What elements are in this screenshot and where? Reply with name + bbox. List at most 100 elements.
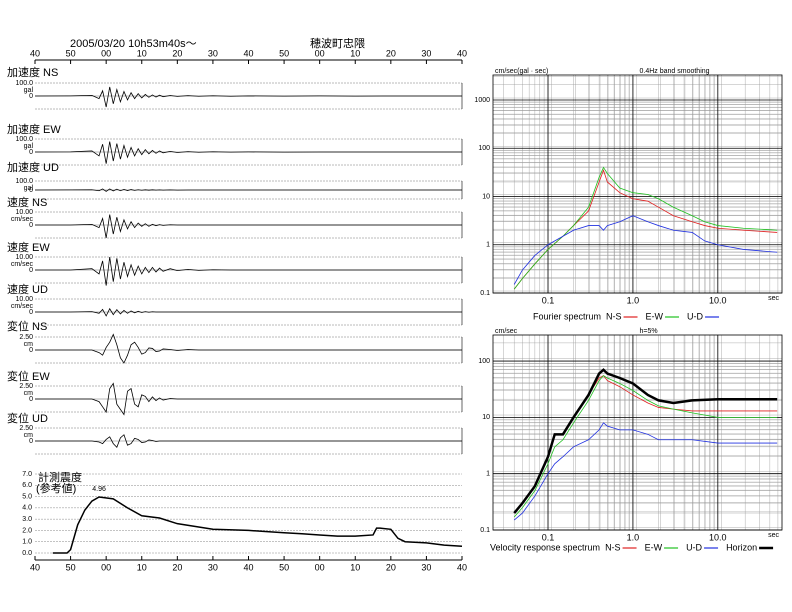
legend-label: N-S — [605, 542, 621, 552]
trace-label: 変位 UD — [7, 411, 48, 425]
y-tick-label: 4.0 — [22, 505, 32, 512]
legend-label: N-S — [606, 311, 622, 321]
y-tick-label: 1 — [486, 242, 490, 249]
x-tick-label: 50 — [66, 48, 76, 58]
x-tick-label: 10 — [137, 562, 147, 572]
x-tick-label: 40 — [457, 562, 467, 572]
y-tick-label: 10 — [482, 193, 490, 200]
y-unit: cm/sec(gal · sec) — [495, 68, 548, 75]
legend-label: U-D — [686, 542, 702, 552]
y-tick-label: 0.0 — [22, 550, 32, 557]
spectrum-line — [513, 166, 778, 290]
trace-label: 加速度 NS — [7, 65, 58, 79]
y-tick-label: 6.0 — [22, 482, 32, 489]
legend-label: E-W — [645, 542, 663, 552]
unit-label: gal — [24, 87, 34, 94]
y-tick-label: 100.0 — [15, 178, 33, 185]
x-unit: sec — [768, 295, 779, 302]
y-tick-label: 0 — [29, 149, 33, 156]
spectrum-line — [513, 368, 778, 514]
unit-label: cm/sec — [11, 216, 34, 223]
unit-label: cm/sec — [11, 303, 34, 310]
chart-note: 0.4Hz band smoothing — [640, 68, 710, 75]
waveform-trace — [35, 214, 462, 239]
x-tick-label: 10.0 — [709, 532, 727, 542]
spectrum-line — [513, 375, 778, 518]
y-tick-label: 0.1 — [480, 527, 490, 534]
legend-label: E-W — [646, 311, 664, 321]
unit-label: cm — [24, 432, 34, 439]
x-tick-label: 40 — [30, 48, 40, 58]
y-tick-label: 2.50 — [19, 383, 33, 390]
x-tick-label: 1.0 — [627, 532, 640, 542]
chart-subtitle: (参考値) — [36, 481, 76, 495]
unit-label: cm — [24, 341, 34, 348]
y-tick-label: 1.0 — [22, 539, 32, 546]
x-tick-label: 20 — [386, 48, 396, 58]
x-tick-label: 00 — [101, 48, 111, 58]
waveform-trace — [35, 382, 462, 416]
unit-label: gal — [24, 185, 34, 192]
x-unit: sec — [768, 532, 779, 539]
x-tick-label: 50 — [66, 562, 76, 572]
spectrum-line — [513, 215, 778, 285]
plot-frame — [492, 334, 783, 531]
trace-label: 変位 EW — [7, 369, 50, 383]
y-tick-label: 100.0 — [15, 80, 33, 87]
y-tick-label: 5.0 — [22, 493, 32, 500]
trace-label: 速度 UD — [7, 282, 48, 296]
y-tick-label: 0 — [29, 93, 33, 100]
y-tick-label: 100.0 — [15, 136, 33, 143]
waveform-trace — [34, 141, 462, 164]
y-tick-label: 3.0 — [22, 516, 32, 523]
y-tick-label: 2.50 — [19, 425, 33, 432]
x-tick-label: 10 — [137, 48, 147, 58]
y-tick-label: 10.00 — [15, 254, 33, 261]
x-tick-label: 30 — [208, 48, 218, 58]
waveform-trace — [35, 307, 462, 317]
x-tick-label: 10 — [350, 562, 360, 572]
unit-label: cm/sec — [11, 261, 34, 268]
y-tick-label: 0 — [29, 347, 33, 354]
record-date: 2005/03/20 10h53m40s〜 — [70, 38, 197, 50]
peak-label: 4.96 — [92, 486, 106, 493]
y-tick-label: 10.00 — [15, 296, 33, 303]
y-tick-label: 1000 — [474, 97, 490, 104]
spectrum-line — [513, 169, 778, 290]
x-tick-label: 40 — [243, 562, 253, 572]
x-tick-label: 40 — [457, 48, 467, 58]
y-tick-label: 2.50 — [19, 334, 33, 341]
y-tick-label: 0 — [29, 309, 33, 316]
y-tick-label: 0.1 — [480, 290, 490, 297]
spectrum-line — [513, 422, 778, 521]
trace-label: 速度 NS — [7, 195, 47, 209]
legend-title: Fourier spectrum — [533, 311, 601, 321]
y-tick-label: 10.00 — [15, 209, 33, 216]
trace-label: 変位 NS — [7, 319, 47, 333]
x-tick-label: 00 — [315, 562, 325, 572]
spectrum-line — [513, 375, 778, 514]
legend-title: Velocity response spectrum — [490, 542, 600, 552]
y-tick-label: 100 — [478, 145, 490, 152]
x-tick-label: 30 — [421, 562, 431, 572]
y-tick-label: 1 — [486, 471, 490, 478]
legend-label: Horizon — [726, 542, 757, 552]
y-tick-label: 0 — [29, 187, 33, 194]
waveform-trace — [34, 188, 462, 192]
y-tick-label: 0 — [29, 438, 33, 445]
waveform-trace — [35, 333, 462, 364]
y-tick-label: 0 — [29, 222, 33, 229]
x-tick-label: 40 — [30, 562, 40, 572]
x-tick-label: 40 — [243, 48, 253, 58]
x-tick-label: 00 — [315, 48, 325, 58]
x-tick-label: 50 — [279, 562, 289, 572]
plot-frame — [492, 74, 783, 294]
intensity-line — [52, 496, 463, 554]
x-tick-label: 0.1 — [542, 532, 555, 542]
waveform-trace — [35, 434, 462, 448]
x-tick-label: 50 — [279, 48, 289, 58]
y-tick-label: 7.0 — [22, 471, 32, 478]
station-name: 穂波町忠隈 — [310, 36, 365, 50]
y-tick-label: 0 — [29, 396, 33, 403]
y-tick-label: 10 — [482, 414, 490, 421]
